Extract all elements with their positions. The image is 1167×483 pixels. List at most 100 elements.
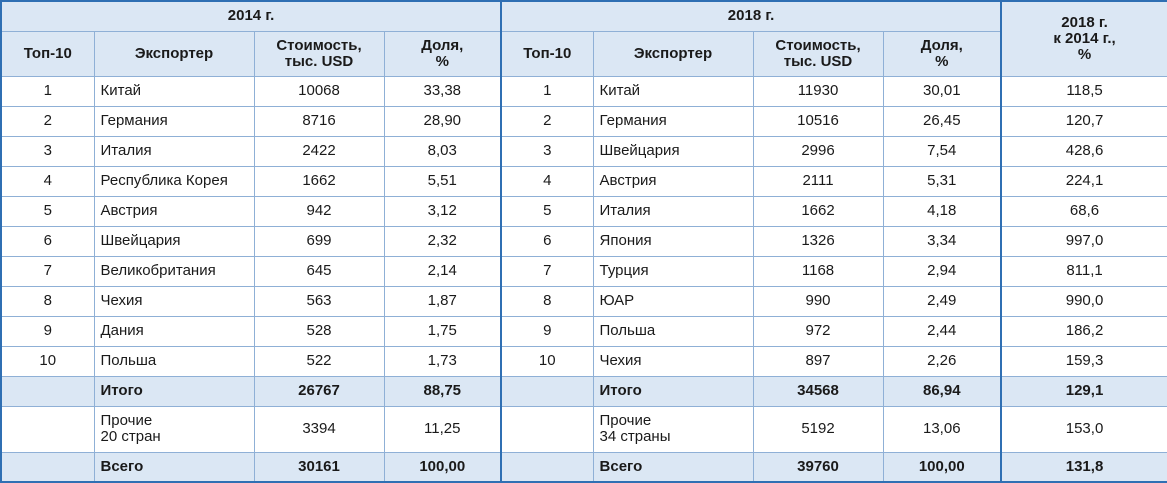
table-cell: 6: [0, 225, 95, 257]
table-row: 7 Великобритания 645 2,14 7 Турция 1168 2,94 811…: [0, 255, 1167, 287]
table-cell: Китай: [592, 75, 754, 107]
group-header-row: 2014 г. 2018 г. 2018 г. к 2014 г., %: [0, 0, 1167, 77]
table-cell: Польша: [592, 315, 754, 347]
table-cell: 7: [500, 255, 594, 287]
table-cell: 2,49: [882, 285, 1002, 317]
table-cell: 5,31: [882, 165, 1002, 197]
table-body: 1 Китай 10068 33,38 1 Китай 11930 30,01 118,5 2 Ге…: [0, 75, 1167, 483]
group-header: 2014 г.: [0, 0, 502, 32]
table-cell: Италия: [93, 135, 255, 167]
table-cell: 8: [500, 285, 594, 317]
table-cell: Чехия: [592, 345, 754, 377]
table-cell: 699: [253, 225, 385, 257]
table-cell: 1,75: [383, 315, 502, 347]
table-cell: Дания: [93, 315, 255, 347]
table-cell: Германия: [592, 105, 754, 137]
table-cell: 5192: [752, 405, 884, 453]
table-cell: 88,75: [383, 375, 502, 407]
table-cell: Австрия: [592, 165, 754, 197]
table-cell: Турция: [592, 255, 754, 287]
table-cell: 2111: [752, 165, 884, 197]
table-cell: [0, 375, 95, 407]
table-cell: [0, 405, 95, 453]
table-cell: Итого: [592, 375, 754, 407]
table-row: 5 Австрия 942 3,12 5 Италия 1662 4,18 68,6: [0, 195, 1167, 227]
table-cell: 4: [500, 165, 594, 197]
table-cell: 897: [752, 345, 884, 377]
table-cell: Итого: [93, 375, 255, 407]
table-cell: 7,54: [882, 135, 1002, 167]
table-cell: 2,44: [882, 315, 1002, 347]
table-cell: 6: [500, 225, 594, 257]
table-cell: 4,18: [882, 195, 1002, 227]
table-cell: Швейцария: [93, 225, 255, 257]
table-cell: 3: [0, 135, 95, 167]
table-cell: 972: [752, 315, 884, 347]
table-cell: [500, 375, 594, 407]
table-cell: 990: [752, 285, 884, 317]
table-cell: 2,94: [882, 255, 1002, 287]
table-cell: 3: [500, 135, 594, 167]
table-cell: 10516: [752, 105, 884, 137]
table-cell: 159,3: [1000, 345, 1167, 377]
table-cell: 100,00: [383, 451, 502, 483]
table-row: 1 Китай 10068 33,38 1 Китай 11930 30,01 118,5: [0, 75, 1167, 107]
table-cell: [500, 405, 594, 453]
table-cell: 8716: [253, 105, 385, 137]
table-cell: Республика Корея: [93, 165, 255, 197]
table-cell: 2996: [752, 135, 884, 167]
table-cell: 30,01: [882, 75, 1002, 107]
column-header: Экспортер: [93, 30, 255, 77]
table-cell: Всего: [592, 451, 754, 483]
table-cell: 11,25: [383, 405, 502, 453]
table-cell: 9: [0, 315, 95, 347]
table-cell: 10068: [253, 75, 385, 107]
table-cell: 224,1: [1000, 165, 1167, 197]
table-cell: 990,0: [1000, 285, 1167, 317]
table-cell: 7: [0, 255, 95, 287]
table-cell: 4: [0, 165, 95, 197]
table-cell: 942: [253, 195, 385, 227]
table-cell: 5: [0, 195, 95, 227]
table-cell: 9: [500, 315, 594, 347]
table-cell: 2,14: [383, 255, 502, 287]
column-header: Стоимость, тыс. USD: [253, 30, 385, 77]
table-cell: Италия: [592, 195, 754, 227]
table-cell: 118,5: [1000, 75, 1167, 107]
table-cell: 129,1: [1000, 375, 1167, 407]
table-cell: 120,7: [1000, 105, 1167, 137]
table-cell: 100,00: [882, 451, 1002, 483]
table-cell: 2: [0, 105, 95, 137]
table-cell: [500, 451, 594, 483]
column-header-row: Топ-10 Экспортер Стоимость, тыс. USD Доля, …: [0, 30, 1167, 77]
table-cell: 811,1: [1000, 255, 1167, 287]
group-header: 2018 г.: [500, 0, 1002, 32]
table-cell: 5: [500, 195, 594, 227]
table-cell: 68,6: [1000, 195, 1167, 227]
table-cell: 153,0: [1000, 405, 1167, 453]
table-cell: 10: [500, 345, 594, 377]
table-cell: 13,06: [882, 405, 1002, 453]
table-cell: 86,94: [882, 375, 1002, 407]
table-cell: 2422: [253, 135, 385, 167]
table-cell: 522: [253, 345, 385, 377]
table-cell: Всего: [93, 451, 255, 483]
table-cell: 1168: [752, 255, 884, 287]
table-row: 6 Швейцария 699 2,32 6 Япония 1326 3,34 997,0: [0, 225, 1167, 257]
table-cell: Германия: [93, 105, 255, 137]
table-cell: 645: [253, 255, 385, 287]
table-cell: 28,90: [383, 105, 502, 137]
table-cell: 997,0: [1000, 225, 1167, 257]
table-cell: 186,2: [1000, 315, 1167, 347]
column-header: Топ-10: [0, 30, 95, 77]
table-cell: 1: [500, 75, 594, 107]
table-cell: 26,45: [882, 105, 1002, 137]
table-cell: Япония: [592, 225, 754, 257]
table-cell: 10: [0, 345, 95, 377]
group-header: 2018 г. к 2014 г., %: [1000, 0, 1167, 77]
table-cell: Австрия: [93, 195, 255, 227]
table-cell: 5,51: [383, 165, 502, 197]
table-cell: 563: [253, 285, 385, 317]
